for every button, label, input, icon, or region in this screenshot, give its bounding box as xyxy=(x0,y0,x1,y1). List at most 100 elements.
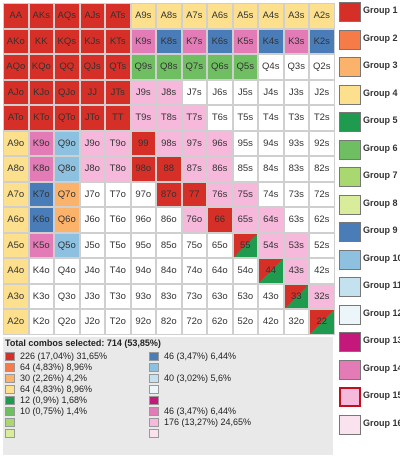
hand-cell-77[interactable]: 77 xyxy=(181,181,207,207)
hand-cell-TT[interactable]: TT xyxy=(105,105,131,131)
hand-cell-Q2o[interactable]: Q2o xyxy=(54,309,80,335)
hand-cell-54o[interactable]: 54o xyxy=(232,258,258,284)
hand-cell-Q8o[interactable]: Q8o xyxy=(54,156,80,182)
hand-cell-75s[interactable]: 75s xyxy=(232,181,258,207)
hand-cell-KJs[interactable]: KJs xyxy=(79,28,105,54)
hand-cell-T2s[interactable]: T2s xyxy=(309,105,335,131)
hand-cell-A8s[interactable]: A8s xyxy=(156,3,182,29)
hand-cell-64o[interactable]: 64o xyxy=(207,258,233,284)
hand-cell-32o[interactable]: 32o xyxy=(283,309,309,335)
hand-cell-J5o[interactable]: J5o xyxy=(79,232,105,258)
legend-swatch[interactable] xyxy=(339,139,361,160)
hand-cell-33[interactable]: 33 xyxy=(283,283,309,309)
hand-cell-K3s[interactable]: K3s xyxy=(283,28,309,54)
hand-cell-Q3o[interactable]: Q3o xyxy=(54,283,80,309)
hand-cell-K9o[interactable]: K9o xyxy=(28,130,54,156)
legend-swatch[interactable] xyxy=(339,194,361,215)
hand-cell-J4s[interactable]: J4s xyxy=(258,79,284,105)
legend-group-14[interactable]: Group 14 xyxy=(338,359,400,380)
legend-group-16[interactable]: Group 16 xyxy=(338,414,400,435)
hand-cell-JTs[interactable]: JTs xyxy=(105,79,131,105)
hand-cell-KJo[interactable]: KJo xyxy=(28,79,54,105)
hand-cell-T7s[interactable]: T7s xyxy=(181,105,207,131)
hand-cell-97o[interactable]: 97o xyxy=(130,181,156,207)
hand-cell-J2s[interactable]: J2s xyxy=(309,79,335,105)
hand-cell-A7o[interactable]: A7o xyxy=(3,181,29,207)
hand-cell-J5s[interactable]: J5s xyxy=(232,79,258,105)
hand-cell-Q2s[interactable]: Q2s xyxy=(309,54,335,80)
hand-cell-93s[interactable]: 93s xyxy=(283,130,309,156)
hand-cell-Q5o[interactable]: Q5o xyxy=(54,232,80,258)
hand-cell-A4s[interactable]: A4s xyxy=(258,3,284,29)
legend-group-7[interactable]: Group 7 xyxy=(338,167,400,187)
hand-cell-T6s[interactable]: T6s xyxy=(207,105,233,131)
hand-cell-T4s[interactable]: T4s xyxy=(258,105,284,131)
hand-cell-84s[interactable]: 84s xyxy=(258,156,284,182)
hand-cell-AKs[interactable]: AKs xyxy=(28,3,54,29)
hand-cell-J8o[interactable]: J8o xyxy=(79,156,105,182)
hand-cell-76s[interactable]: 76s xyxy=(207,181,233,207)
hand-cell-87s[interactable]: 87s xyxy=(181,156,207,182)
hand-cell-98o[interactable]: 98o xyxy=(130,156,156,182)
hand-cell-86s[interactable]: 86s xyxy=(207,156,233,182)
hand-cell-74o[interactable]: 74o xyxy=(181,258,207,284)
hand-cell-64s[interactable]: 64s xyxy=(258,207,284,233)
hand-cell-A9s[interactable]: A9s xyxy=(130,3,156,29)
hand-cell-KTs[interactable]: KTs xyxy=(105,28,131,54)
hand-cell-98s[interactable]: 98s xyxy=(156,130,182,156)
hand-cell-K6s[interactable]: K6s xyxy=(207,28,233,54)
legend-swatch[interactable] xyxy=(339,304,361,325)
hand-cell-AA[interactable]: AA xyxy=(3,3,29,29)
hand-cell-J3o[interactable]: J3o xyxy=(79,283,105,309)
hand-cell-Q6s[interactable]: Q6s xyxy=(207,54,233,80)
hand-cell-J7s[interactable]: J7s xyxy=(181,79,207,105)
legend-swatch[interactable] xyxy=(339,29,361,50)
legend-swatch[interactable] xyxy=(339,222,361,242)
hand-cell-82s[interactable]: 82s xyxy=(309,156,335,182)
hand-cell-A8o[interactable]: A8o xyxy=(3,156,29,182)
legend-group-4[interactable]: Group 4 xyxy=(338,84,400,105)
hand-cell-QTo[interactable]: QTo xyxy=(54,105,80,131)
hand-cell-A5o[interactable]: A5o xyxy=(3,232,29,258)
hand-cell-K5o[interactable]: K5o xyxy=(28,232,54,258)
legend-swatch[interactable] xyxy=(339,359,361,380)
hand-cell-83s[interactable]: 83s xyxy=(283,156,309,182)
hand-cell-A6o[interactable]: A6o xyxy=(3,207,29,233)
hand-cell-K9s[interactable]: K9s xyxy=(130,28,156,54)
hand-cell-J2o[interactable]: J2o xyxy=(79,309,105,335)
hand-cell-K4o[interactable]: K4o xyxy=(28,258,54,284)
hand-cell-K8s[interactable]: K8s xyxy=(156,28,182,54)
hand-cell-54s[interactable]: 54s xyxy=(258,232,284,258)
hand-cell-97s[interactable]: 97s xyxy=(181,130,207,156)
hand-cell-AJo[interactable]: AJo xyxy=(3,79,29,105)
legend-swatch[interactable] xyxy=(339,277,361,297)
hand-cell-QJs[interactable]: QJs xyxy=(79,54,105,80)
hand-cell-QJo[interactable]: QJo xyxy=(54,79,80,105)
hand-cell-Q4s[interactable]: Q4s xyxy=(258,54,284,80)
hand-cell-QQ[interactable]: QQ xyxy=(54,54,80,80)
hand-cell-84o[interactable]: 84o xyxy=(156,258,182,284)
hand-cell-95o[interactable]: 95o xyxy=(130,232,156,258)
hand-cell-J3s[interactable]: J3s xyxy=(283,79,309,105)
hand-cell-J4o[interactable]: J4o xyxy=(79,258,105,284)
hand-cell-J6s[interactable]: J6s xyxy=(207,79,233,105)
hand-cell-96o[interactable]: 96o xyxy=(130,207,156,233)
hand-cell-ATo[interactable]: ATo xyxy=(3,105,29,131)
hand-cell-Q7o[interactable]: Q7o xyxy=(54,181,80,207)
hand-cell-A3s[interactable]: A3s xyxy=(283,3,309,29)
hand-cell-T6o[interactable]: T6o xyxy=(105,207,131,233)
hand-cell-A2s[interactable]: A2s xyxy=(309,3,335,29)
hand-cell-A6s[interactable]: A6s xyxy=(207,3,233,29)
hand-cell-88[interactable]: 88 xyxy=(156,156,182,182)
hand-cell-53s[interactable]: 53s xyxy=(283,232,309,258)
legend-swatch[interactable] xyxy=(339,2,361,22)
hand-cell-65s[interactable]: 65s xyxy=(232,207,258,233)
hand-cell-95s[interactable]: 95s xyxy=(232,130,258,156)
hand-cell-A4o[interactable]: A4o xyxy=(3,258,29,284)
legend-group-2[interactable]: Group 2 xyxy=(338,29,400,50)
hand-cell-73o[interactable]: 73o xyxy=(181,283,207,309)
hand-cell-A3o[interactable]: A3o xyxy=(3,283,29,309)
legend-group-3[interactable]: Group 3 xyxy=(338,57,400,77)
hand-cell-K3o[interactable]: K3o xyxy=(28,283,54,309)
hand-cell-Q9s[interactable]: Q9s xyxy=(130,54,156,80)
